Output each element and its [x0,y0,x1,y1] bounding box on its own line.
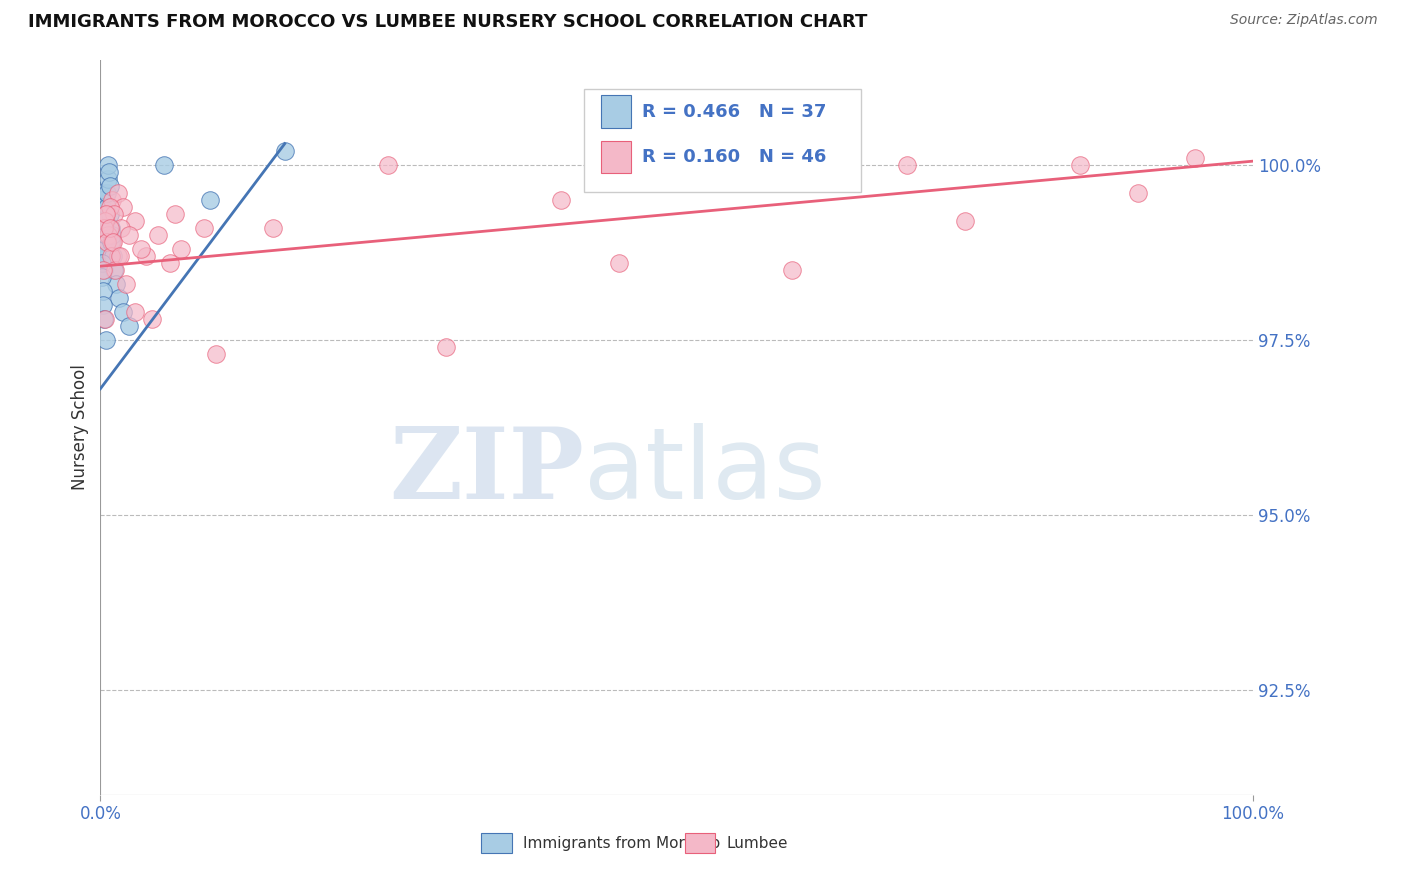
Point [90,256,112,270]
Point [101,193,124,207]
Point [93,262,115,277]
Point [107,186,129,200]
Point [193,220,215,235]
Point [103,207,125,221]
Point [107,291,129,305]
Point [607,256,630,270]
Point [94,333,117,347]
Point [114,277,136,291]
Point [97,227,120,242]
Text: Source: ZipAtlas.com: Source: ZipAtlas.com [1230,13,1378,28]
Text: IMMIGRANTS FROM MOROCCO VS LUMBEE NURSERY SCHOOL CORRELATION CHART: IMMIGRANTS FROM MOROCCO VS LUMBEE NURSER… [28,13,868,31]
Point [91,186,114,200]
Point [98,164,121,178]
Point [98,178,121,193]
Text: Immigrants from Morocco: Immigrants from Morocco [523,836,720,851]
Point [118,227,141,242]
Point [100,220,122,235]
Point [780,262,803,277]
Point [97,171,120,186]
Point [100,235,122,249]
Point [124,213,146,227]
Point [91,235,114,249]
Point [146,227,169,242]
Point [90,213,112,227]
Point [129,242,152,256]
Point [91,200,114,214]
Y-axis label: Nursery School: Nursery School [72,365,89,491]
Point [103,262,125,277]
Point [112,200,135,214]
Point [198,193,221,207]
Point [93,311,115,326]
Point [1069,158,1091,172]
Point [101,227,124,242]
Point [101,235,124,249]
Point [159,256,181,270]
Point [165,207,187,221]
Point [90,207,112,221]
Point [953,213,976,227]
Point [98,207,121,221]
Point [93,220,115,235]
Point [96,186,118,200]
Point [377,158,399,172]
Point [91,262,114,277]
Point [170,242,193,256]
Point [94,213,117,227]
Point [94,207,117,221]
Point [108,249,131,263]
Point [105,277,128,291]
Point [896,158,918,172]
Point [723,171,745,186]
Text: Lumbee: Lumbee [727,836,789,851]
Point [1184,151,1206,165]
Point [98,200,121,214]
Point [112,305,135,319]
Point [96,200,118,214]
Point [110,220,132,235]
Point [141,311,163,326]
Text: ZIP: ZIP [389,423,585,520]
Point [91,298,114,312]
Point [91,269,114,284]
Point [94,227,117,242]
Point [104,262,127,277]
Text: R = 0.466   N = 37: R = 0.466 N = 37 [643,103,827,120]
Text: R = 0.160   N = 46: R = 0.160 N = 46 [643,148,827,166]
Point [204,347,226,361]
Point [101,235,124,249]
Point [135,249,157,263]
Point [96,235,118,249]
Point [118,318,141,333]
Point [262,220,284,235]
Point [107,249,129,263]
Point [93,249,115,263]
Text: atlas: atlas [585,423,825,520]
Point [94,311,117,326]
Point [98,220,121,235]
Point [550,193,572,207]
Point [94,213,117,227]
Point [91,284,114,298]
Point [1126,186,1149,200]
Point [274,144,297,158]
Point [91,220,114,235]
Point [152,158,174,172]
Point [90,193,112,207]
Point [94,242,117,256]
Point [434,340,457,354]
Point [100,249,122,263]
Point [124,305,146,319]
Point [94,207,117,221]
Point [97,158,120,172]
Point [101,249,124,263]
